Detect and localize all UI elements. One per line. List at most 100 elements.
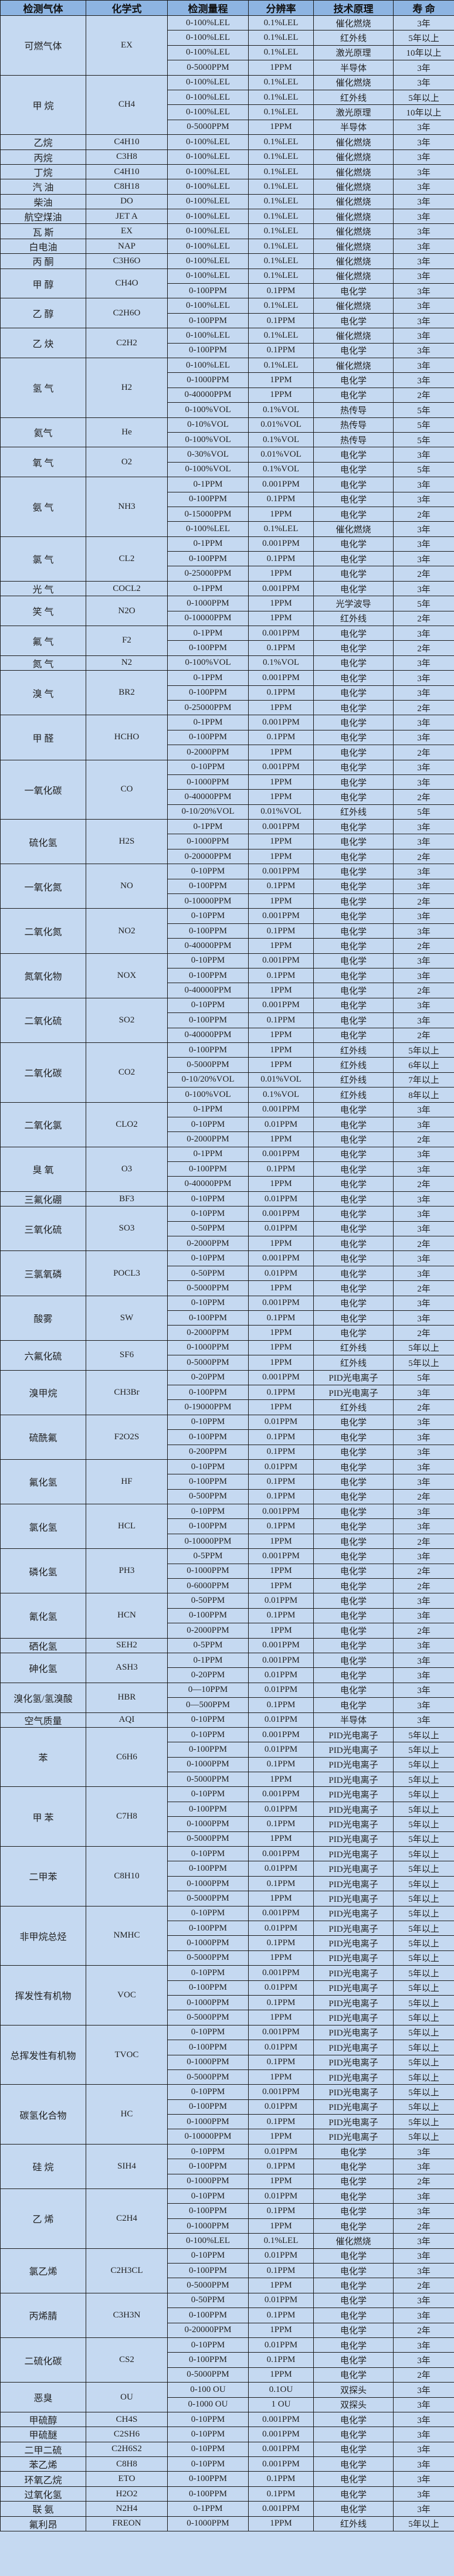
table-row: 0-5000PPM 1PPM PID光电离子 5年以上 bbox=[1, 2069, 454, 2085]
range-cell: 0-100%LEL bbox=[167, 223, 249, 239]
lifespan-cell: 3年 bbox=[393, 2501, 454, 2517]
principle-cell: 电化学 bbox=[313, 580, 394, 597]
lifespan-cell: 2年 bbox=[393, 699, 454, 716]
range-cell: 0-10000PPM bbox=[167, 2129, 249, 2145]
principle-cell: 催化燃烧 bbox=[313, 209, 394, 225]
lifespan-cell: 3年 bbox=[393, 238, 454, 254]
lifespan-cell: 3年 bbox=[393, 521, 454, 537]
resolution-cell: 1PPM bbox=[248, 1578, 314, 1594]
principle-cell: 电化学 bbox=[313, 2471, 394, 2487]
lifespan-cell: 3年 bbox=[393, 1116, 454, 1133]
principle-cell: PID光电离子 bbox=[313, 1891, 394, 1906]
range-cell: 0-10PPM bbox=[167, 2337, 249, 2353]
lifespan-cell: 3年 bbox=[393, 1697, 454, 1713]
principle-cell: 电化学 bbox=[313, 1221, 394, 1237]
principle-cell: PID光电离子 bbox=[313, 1965, 394, 1981]
formula-cell: N2H4 bbox=[86, 2501, 168, 2517]
resolution-cell: 0.001PPM bbox=[248, 1637, 314, 1653]
resolution-cell: 0.1%VOL bbox=[248, 1087, 314, 1103]
resolution-cell: 0.1PPM bbox=[248, 1384, 314, 1401]
gas-name-cell: 氯 气 bbox=[0, 536, 86, 582]
principle-cell: 电化学 bbox=[313, 1563, 394, 1579]
lifespan-cell: 3年 bbox=[393, 1206, 454, 1222]
lifespan-cell: 3年 bbox=[393, 1384, 454, 1401]
table-row: 0-100PPM 0.01PPM PID光电离子 5年以上 bbox=[1, 1861, 454, 1877]
table-row: 丙烷 C3H8 0-100%LEL 0.1%LEL 催化燃烧 3年 bbox=[0, 149, 454, 165]
resolution-cell: 1PPM bbox=[248, 566, 314, 582]
formula-cell: CLO2 bbox=[86, 1102, 168, 1147]
table-row: 航空煤油 JET A 0-100%LEL 0.1%LEL 催化燃烧 3年 bbox=[0, 209, 454, 225]
range-cell: 0-100PPM bbox=[167, 878, 249, 895]
table-row: 0-100%VOL 0.1%VOL 红外线 8年以上 bbox=[1, 1087, 454, 1103]
table-row: 三氟化硼 BF3 0-10PPM 0.01PPM 电化学 3年 bbox=[0, 1191, 454, 1207]
principle-cell: 催化燃烧 bbox=[313, 2233, 394, 2249]
table-row: 0-100PPM 0.01PPM PID光电离子 5年以上 bbox=[1, 1920, 454, 1936]
table-row: 0-5000PPM 1PPM 半导体 3年 bbox=[1, 119, 454, 135]
gas-name-cell: 一氧化碳 bbox=[0, 759, 86, 820]
range-cell: 0-100%LEL bbox=[167, 104, 249, 120]
resolution-cell: 0.001PPM bbox=[248, 997, 314, 1014]
range-cell: 0-1PPM bbox=[167, 819, 249, 835]
lifespan-cell: 2年 bbox=[393, 2218, 454, 2234]
lifespan-cell: 2年 bbox=[393, 983, 454, 998]
principle-cell: 电化学 bbox=[313, 2159, 394, 2174]
principle-cell: 红外线 bbox=[313, 89, 394, 106]
formula-cell: CO2 bbox=[86, 1042, 168, 1103]
principle-cell: PID光电离子 bbox=[313, 1905, 394, 1922]
resolution-cell: 0.1PPM bbox=[248, 1161, 314, 1177]
resolution-cell: 0.1PPM bbox=[248, 1994, 314, 2011]
range-cell: 0-20PPM bbox=[167, 1667, 249, 1683]
table-row: 硅 烷 SIH4 0-10PPM 0.01PPM 电化学 3年 bbox=[0, 2143, 454, 2190]
resolution-cell: 0.1%LEL bbox=[248, 134, 314, 150]
principle-cell: 电化学 bbox=[313, 1578, 394, 1594]
gas-name-cell: 氮 气 bbox=[0, 655, 86, 671]
principle-cell: 红外线 bbox=[313, 1042, 394, 1058]
range-cell: 0-25000PPM bbox=[167, 566, 249, 582]
resolution-cell: 0.001PPM bbox=[248, 1905, 314, 1922]
resolution-cell: 0.001PPM bbox=[248, 2084, 314, 2100]
gas-name-cell: 空气质量 bbox=[0, 1712, 86, 1728]
formula-cell: F2O2S bbox=[86, 1414, 168, 1460]
principle-cell: 电化学 bbox=[313, 1623, 394, 1639]
principle-cell: 催化燃烧 bbox=[313, 253, 394, 269]
gas-name-cell: 氰化氢 bbox=[0, 1593, 86, 1639]
principle-cell: 电化学 bbox=[313, 2188, 394, 2204]
range-cell: 0-1000PPM bbox=[167, 1935, 249, 1951]
principle-cell: 电化学 bbox=[313, 2367, 394, 2383]
gas-name-cell: 二氧化碳 bbox=[0, 1042, 86, 1103]
table-row: 0-100PPM 0.1PPM 电化学 3年 bbox=[1, 1310, 454, 1326]
resolution-cell: 0.1PPM bbox=[248, 312, 314, 329]
formula-cell: HCL bbox=[86, 1504, 168, 1549]
range-cell: 0-5PPM bbox=[167, 1548, 249, 1564]
formula-cell: ETO bbox=[86, 2471, 168, 2487]
lifespan-cell: 5年以上 bbox=[393, 1861, 454, 1877]
lifespan-cell: 3年 bbox=[393, 149, 454, 165]
lifespan-cell: 5年以上 bbox=[393, 1846, 454, 1862]
gas-name-cell: 二氧化氮 bbox=[0, 908, 86, 954]
resolution-cell: 1PPM bbox=[248, 2173, 314, 2190]
lifespan-cell: 3年 bbox=[393, 1712, 454, 1728]
lifespan-cell: 3年 bbox=[393, 819, 454, 835]
range-cell: 0-1PPM bbox=[167, 1652, 249, 1668]
table-row: 柴油 DO 0-100%LEL 0.1%LEL 催化燃烧 3年 bbox=[0, 193, 454, 210]
range-cell: 0-100PPM bbox=[167, 1608, 249, 1624]
lifespan-cell: 5年以上 bbox=[393, 2024, 454, 2041]
principle-cell: 电化学 bbox=[313, 1667, 394, 1683]
resolution-cell: 0.1PPM bbox=[248, 878, 314, 895]
gas-name-cell: 乙 炔 bbox=[0, 328, 86, 358]
resolution-cell: 0.01%VOL bbox=[248, 447, 314, 463]
resolution-cell: 0.001PPM bbox=[248, 1146, 314, 1163]
principle-cell: 电化学 bbox=[313, 2441, 394, 2458]
range-cell: 0-100PPM bbox=[167, 1474, 249, 1490]
table-row: 空气质量 AQI 0-10PPM 0.01PPM 半导体 3年 bbox=[0, 1712, 454, 1728]
gas-name-cell: 甲 苯 bbox=[0, 1786, 86, 1847]
resolution-cell: 0.1PPM bbox=[248, 2203, 314, 2219]
table-row: 0-100PPM 0.1PPM 电化学 3年 bbox=[1, 312, 454, 329]
formula-cell: C2SH6 bbox=[86, 2427, 168, 2442]
lifespan-cell: 2年 bbox=[393, 2367, 454, 2383]
lifespan-cell: 3年 bbox=[393, 2471, 454, 2487]
resolution-cell: 0.1PPM bbox=[248, 1518, 314, 1534]
lifespan-cell: 5年 bbox=[393, 1369, 454, 1385]
table-row: 丙 酮 C3H6O 0-100%LEL 0.1%LEL 催化燃烧 3年 bbox=[0, 253, 454, 269]
resolution-cell: 0.01PPM bbox=[248, 2143, 314, 2160]
